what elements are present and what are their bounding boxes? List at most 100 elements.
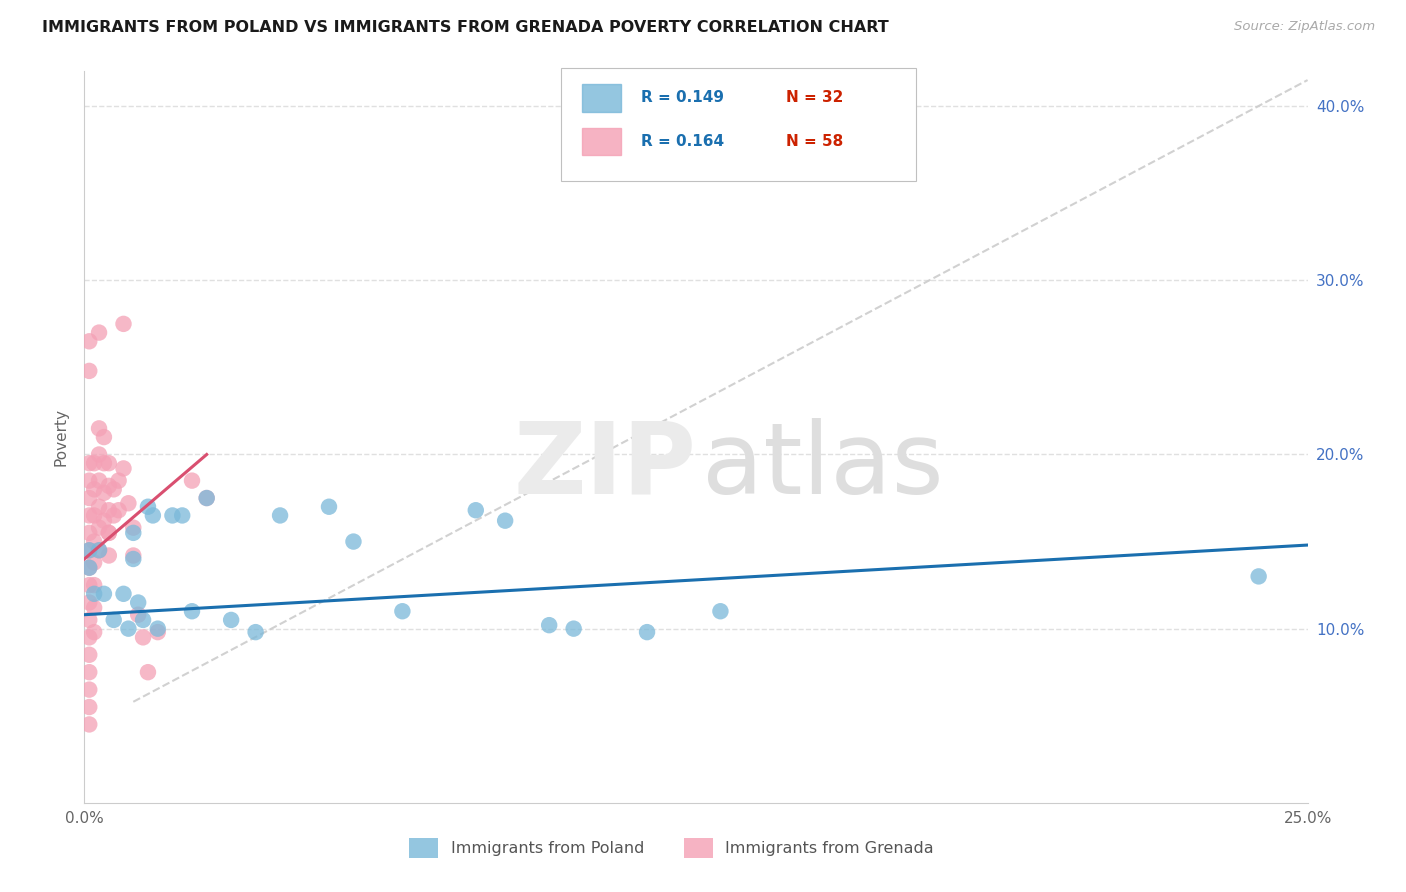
Text: N = 32: N = 32 — [786, 90, 844, 105]
Point — [87, 500, 110, 514]
Point — [195, 491, 218, 505]
Point — [77, 648, 100, 662]
Point — [77, 364, 100, 378]
Point — [77, 665, 100, 680]
Point — [122, 552, 145, 566]
Point — [83, 508, 105, 523]
Point — [83, 534, 105, 549]
Point — [97, 479, 120, 493]
Point — [83, 456, 105, 470]
Point — [77, 682, 100, 697]
Point — [93, 587, 115, 601]
Point — [107, 474, 129, 488]
Point — [77, 491, 100, 505]
Point — [107, 503, 129, 517]
Point — [77, 508, 100, 523]
Point — [146, 622, 169, 636]
Point — [77, 578, 100, 592]
Point — [538, 618, 561, 632]
Legend: Immigrants from Poland, Immigrants from Grenada: Immigrants from Poland, Immigrants from … — [402, 832, 941, 864]
Point — [146, 625, 169, 640]
Point — [636, 625, 658, 640]
Point — [87, 421, 110, 435]
Bar — [582, 128, 621, 155]
Point — [97, 525, 120, 540]
Point — [77, 456, 100, 470]
Y-axis label: Poverty: Poverty — [53, 408, 69, 467]
Point — [219, 613, 242, 627]
Point — [127, 607, 149, 622]
Point — [103, 613, 125, 627]
Point — [181, 474, 204, 488]
Text: IMMIGRANTS FROM POLAND VS IMMIGRANTS FROM GRENADA POVERTY CORRELATION CHART: IMMIGRANTS FROM POLAND VS IMMIGRANTS FRO… — [42, 20, 889, 35]
Point — [342, 534, 364, 549]
Point — [77, 700, 100, 714]
Point — [97, 456, 120, 470]
Point — [77, 525, 100, 540]
Point — [87, 326, 110, 340]
Point — [77, 631, 100, 645]
Point — [77, 717, 100, 731]
Point — [245, 625, 267, 640]
Point — [112, 317, 135, 331]
Point — [93, 456, 115, 470]
Point — [83, 587, 105, 601]
Point — [77, 543, 100, 558]
Point — [136, 665, 159, 680]
Point — [464, 503, 486, 517]
Point — [87, 474, 110, 488]
Point — [117, 496, 139, 510]
Point — [83, 483, 105, 497]
Point — [87, 543, 110, 558]
Point — [162, 508, 184, 523]
Point — [562, 622, 585, 636]
Point — [97, 503, 120, 517]
Point — [494, 514, 516, 528]
Point — [181, 604, 204, 618]
Point — [77, 560, 100, 574]
Point — [83, 578, 105, 592]
Point — [93, 485, 115, 500]
Bar — [582, 84, 621, 112]
Point — [1247, 569, 1270, 583]
Point — [142, 508, 165, 523]
Text: N = 58: N = 58 — [786, 134, 844, 149]
Point — [117, 622, 139, 636]
Text: Source: ZipAtlas.com: Source: ZipAtlas.com — [1234, 20, 1375, 33]
Point — [391, 604, 413, 618]
Point — [77, 334, 100, 349]
Point — [77, 560, 100, 574]
Point — [195, 491, 218, 505]
Point — [77, 543, 100, 558]
Point — [103, 483, 125, 497]
Point — [122, 549, 145, 563]
Point — [127, 595, 149, 609]
Point — [112, 461, 135, 475]
Point — [77, 613, 100, 627]
Point — [93, 514, 115, 528]
Point — [93, 430, 115, 444]
Point — [83, 600, 105, 615]
Point — [122, 525, 145, 540]
Point — [112, 587, 135, 601]
Point — [318, 500, 340, 514]
Point — [103, 508, 125, 523]
Text: atlas: atlas — [702, 417, 943, 515]
Point — [77, 595, 100, 609]
Point — [132, 613, 155, 627]
Point — [269, 508, 291, 523]
Point — [77, 474, 100, 488]
Point — [87, 521, 110, 535]
Point — [87, 543, 110, 558]
Point — [122, 521, 145, 535]
Point — [83, 556, 105, 570]
Point — [87, 448, 110, 462]
FancyBboxPatch shape — [561, 68, 917, 181]
Point — [97, 549, 120, 563]
Point — [97, 525, 120, 540]
Point — [132, 631, 155, 645]
Text: R = 0.149: R = 0.149 — [641, 90, 724, 105]
Point — [136, 500, 159, 514]
Text: R = 0.164: R = 0.164 — [641, 134, 724, 149]
Point — [172, 508, 194, 523]
